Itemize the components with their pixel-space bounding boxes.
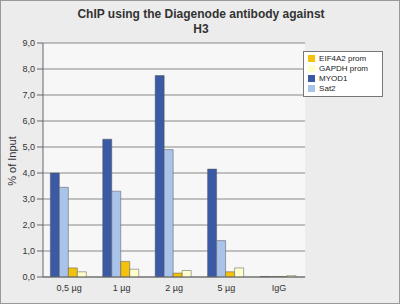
- html-text:MYOD1: MYOD1: [319, 74, 348, 83]
- svg-text:7,0: 7,0: [22, 90, 35, 100]
- svg-text:3,0: 3,0: [22, 194, 35, 204]
- svg-text:5,0: 5,0: [22, 142, 35, 152]
- svg-text:6,0: 6,0: [22, 116, 35, 126]
- html-text:ChIP using the Diagenode antib: ChIP using the Diagenode antibody agains…: [77, 7, 325, 21]
- svg-text:IgG: IgG: [272, 283, 287, 293]
- svg-text:9,0: 9,0: [22, 38, 35, 48]
- svg-text:0,0: 0,0: [22, 272, 35, 282]
- svg-text:2,0: 2,0: [22, 220, 35, 230]
- svg-text:1 µg: 1 µg: [113, 283, 131, 293]
- html-text:% of Input: % of Input: [6, 136, 18, 186]
- html-text:EIF4A2 prom: EIF4A2 prom: [319, 54, 367, 63]
- html-text:Sat2: Sat2: [319, 84, 336, 93]
- html-text:H3: H3: [193, 22, 209, 36]
- html-text:GAPDH prom: GAPDH prom: [319, 64, 368, 73]
- svg-text:8,0: 8,0: [22, 64, 35, 74]
- svg-text:0,5 µg: 0,5 µg: [57, 283, 82, 293]
- svg-text:5 µg: 5 µg: [218, 283, 236, 293]
- svg-text:4,0: 4,0: [22, 168, 35, 178]
- svg-text:2 µg: 2 µg: [165, 283, 183, 293]
- svg-text:1,0: 1,0: [22, 246, 35, 256]
